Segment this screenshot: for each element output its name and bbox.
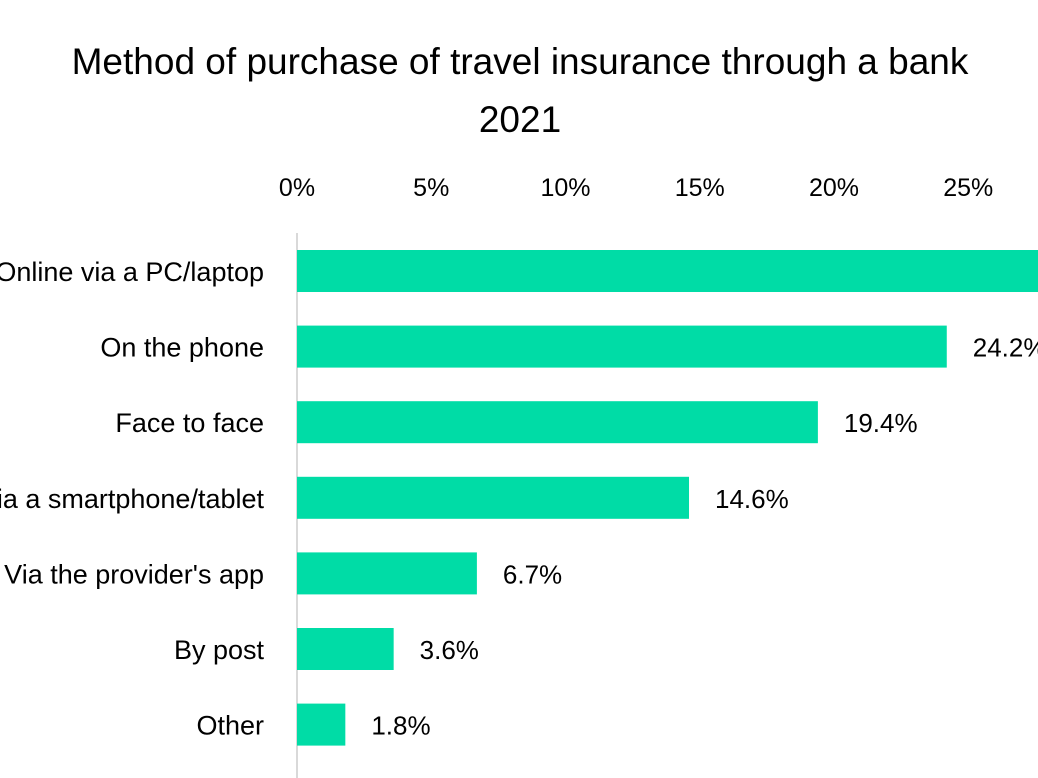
- data-label: 14.6%: [715, 484, 789, 514]
- bar: [297, 401, 818, 444]
- data-label: 24.2%: [973, 333, 1038, 363]
- bar: [297, 628, 394, 670]
- data-label: 6.7%: [503, 559, 562, 589]
- chart-title: Method of purchase of travel insurance t…: [72, 41, 969, 82]
- data-label: 19.4%: [844, 408, 918, 438]
- x-tick-label: 20%: [809, 174, 859, 202]
- x-tick-label: 5%: [413, 174, 449, 202]
- x-tick-label: 25%: [943, 174, 993, 202]
- bar: [297, 703, 346, 746]
- category-label: Face to face: [115, 408, 264, 438]
- bars-group: [297, 250, 1038, 746]
- category-label: Other: [196, 711, 264, 741]
- x-tick-label: 0%: [279, 174, 315, 202]
- x-axis-ticks: 0%5%10%15%20%25%30%: [279, 174, 993, 202]
- bar: [297, 250, 1038, 292]
- chart-subtitle: 2021: [479, 99, 561, 140]
- data-label: 3.6%: [420, 635, 479, 665]
- category-labels: Online via a PC/laptop On the phone Face t…: [0, 257, 264, 741]
- bar: [297, 325, 947, 368]
- category-label: By post: [174, 635, 265, 665]
- category-label: Online via a smartphone/tablet: [0, 484, 264, 514]
- bar: [297, 476, 690, 519]
- x-tick-label: 10%: [540, 174, 590, 202]
- bar: [297, 552, 477, 595]
- category-label: Online via a PC/laptop: [0, 257, 264, 287]
- category-label: Via the provider's app: [4, 559, 264, 589]
- x-tick-label: 15%: [675, 174, 725, 202]
- value-labels: 24.2% 19.4% 14.6% 6.7% 3.6% 1.8%: [371, 333, 1038, 741]
- data-label: 1.8%: [371, 711, 430, 741]
- category-label: On the phone: [100, 333, 264, 363]
